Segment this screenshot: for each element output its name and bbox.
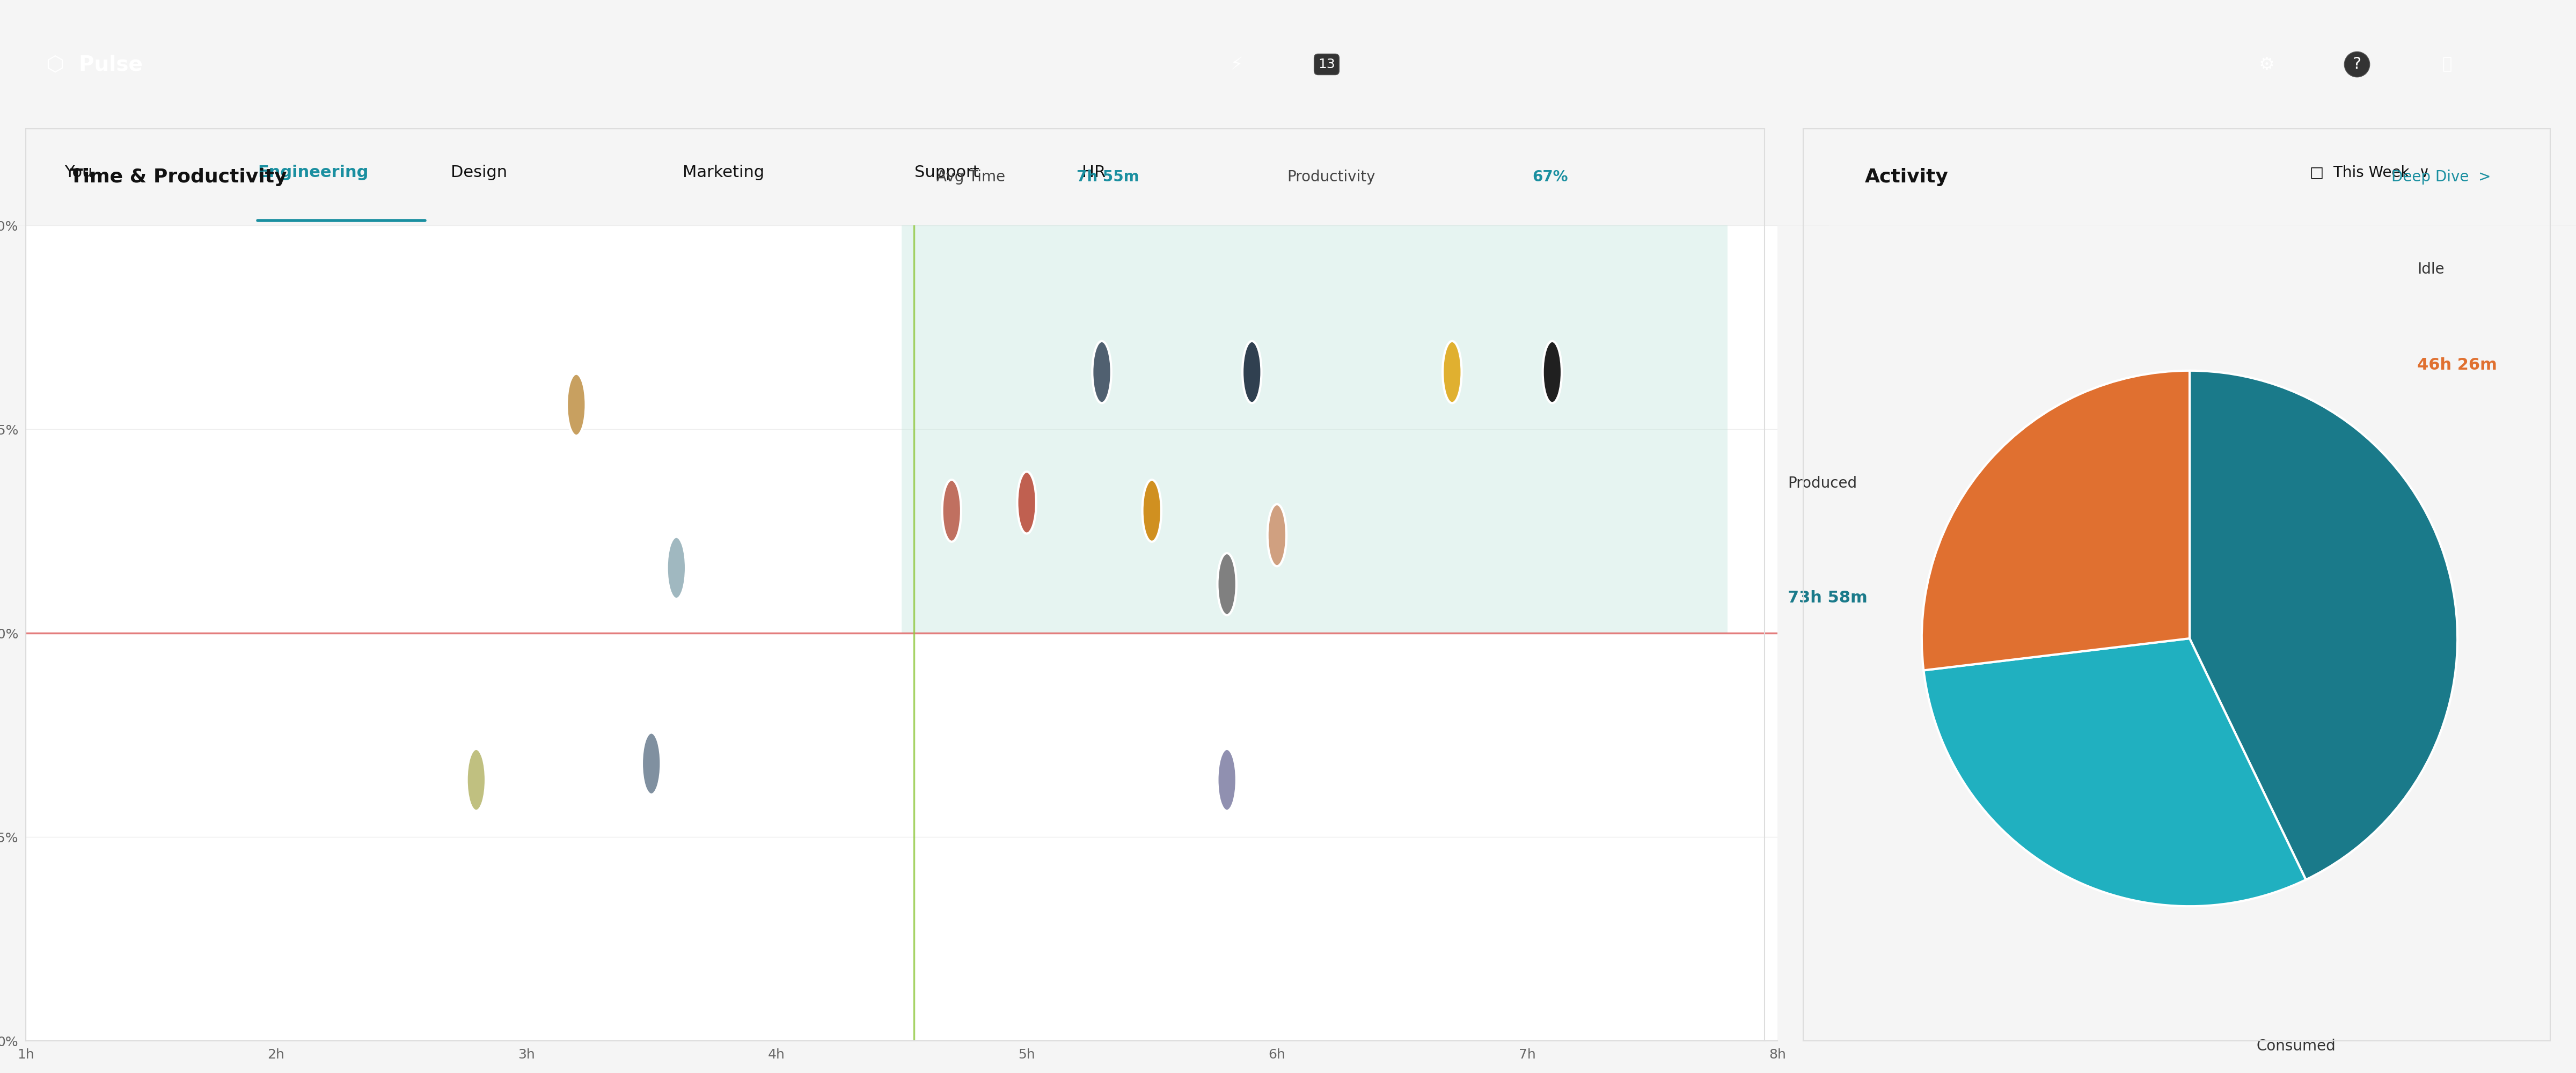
- Circle shape: [1543, 341, 1561, 403]
- Text: Support: Support: [914, 164, 979, 180]
- Text: Time & Productivity: Time & Productivity: [70, 167, 286, 187]
- Text: Engineering: Engineering: [258, 164, 368, 180]
- Text: 67%: 67%: [1533, 170, 1569, 185]
- Text: Activity: Activity: [1865, 167, 1947, 187]
- Text: ⬡  Pulse: ⬡ Pulse: [46, 54, 142, 75]
- Text: □  This Week  ∨: □ This Week ∨: [2311, 164, 2429, 179]
- Text: Idle: Idle: [2416, 262, 2445, 277]
- Text: Design: Design: [451, 164, 507, 180]
- Text: Produced: Produced: [1788, 476, 1857, 491]
- Text: 73h 58m: 73h 58m: [1788, 590, 1868, 606]
- Circle shape: [1218, 554, 1236, 615]
- Circle shape: [667, 536, 685, 599]
- Text: 👤: 👤: [2442, 57, 2452, 72]
- Circle shape: [1443, 341, 1461, 403]
- Text: ⚙: ⚙: [2259, 56, 2275, 73]
- Circle shape: [567, 373, 585, 436]
- Text: Deep Dive  >: Deep Dive >: [2391, 170, 2491, 185]
- Wedge shape: [1924, 638, 2306, 907]
- Text: Marketing: Marketing: [683, 164, 765, 180]
- Circle shape: [641, 733, 662, 794]
- Text: Avg Time: Avg Time: [938, 170, 1005, 185]
- Wedge shape: [1922, 370, 2190, 671]
- Circle shape: [1141, 480, 1162, 542]
- Circle shape: [943, 480, 961, 542]
- Circle shape: [1092, 341, 1110, 403]
- Text: Consumed: Consumed: [2257, 1039, 2336, 1054]
- Text: ?: ?: [2352, 57, 2362, 72]
- Circle shape: [1267, 504, 1285, 567]
- Text: 46h 26m: 46h 26m: [2416, 357, 2496, 372]
- Circle shape: [1242, 341, 1262, 403]
- Text: 13: 13: [1319, 58, 1334, 71]
- Text: HR: HR: [1082, 164, 1105, 180]
- Circle shape: [1018, 472, 1036, 533]
- Text: You: You: [64, 164, 93, 180]
- Text: ⚡: ⚡: [1231, 56, 1242, 73]
- Wedge shape: [2190, 370, 2458, 880]
- Text: 7h 55m: 7h 55m: [1077, 170, 1139, 185]
- Text: Productivity: Productivity: [1288, 170, 1376, 185]
- FancyBboxPatch shape: [902, 225, 1728, 633]
- Circle shape: [1218, 749, 1236, 811]
- Circle shape: [466, 749, 487, 811]
